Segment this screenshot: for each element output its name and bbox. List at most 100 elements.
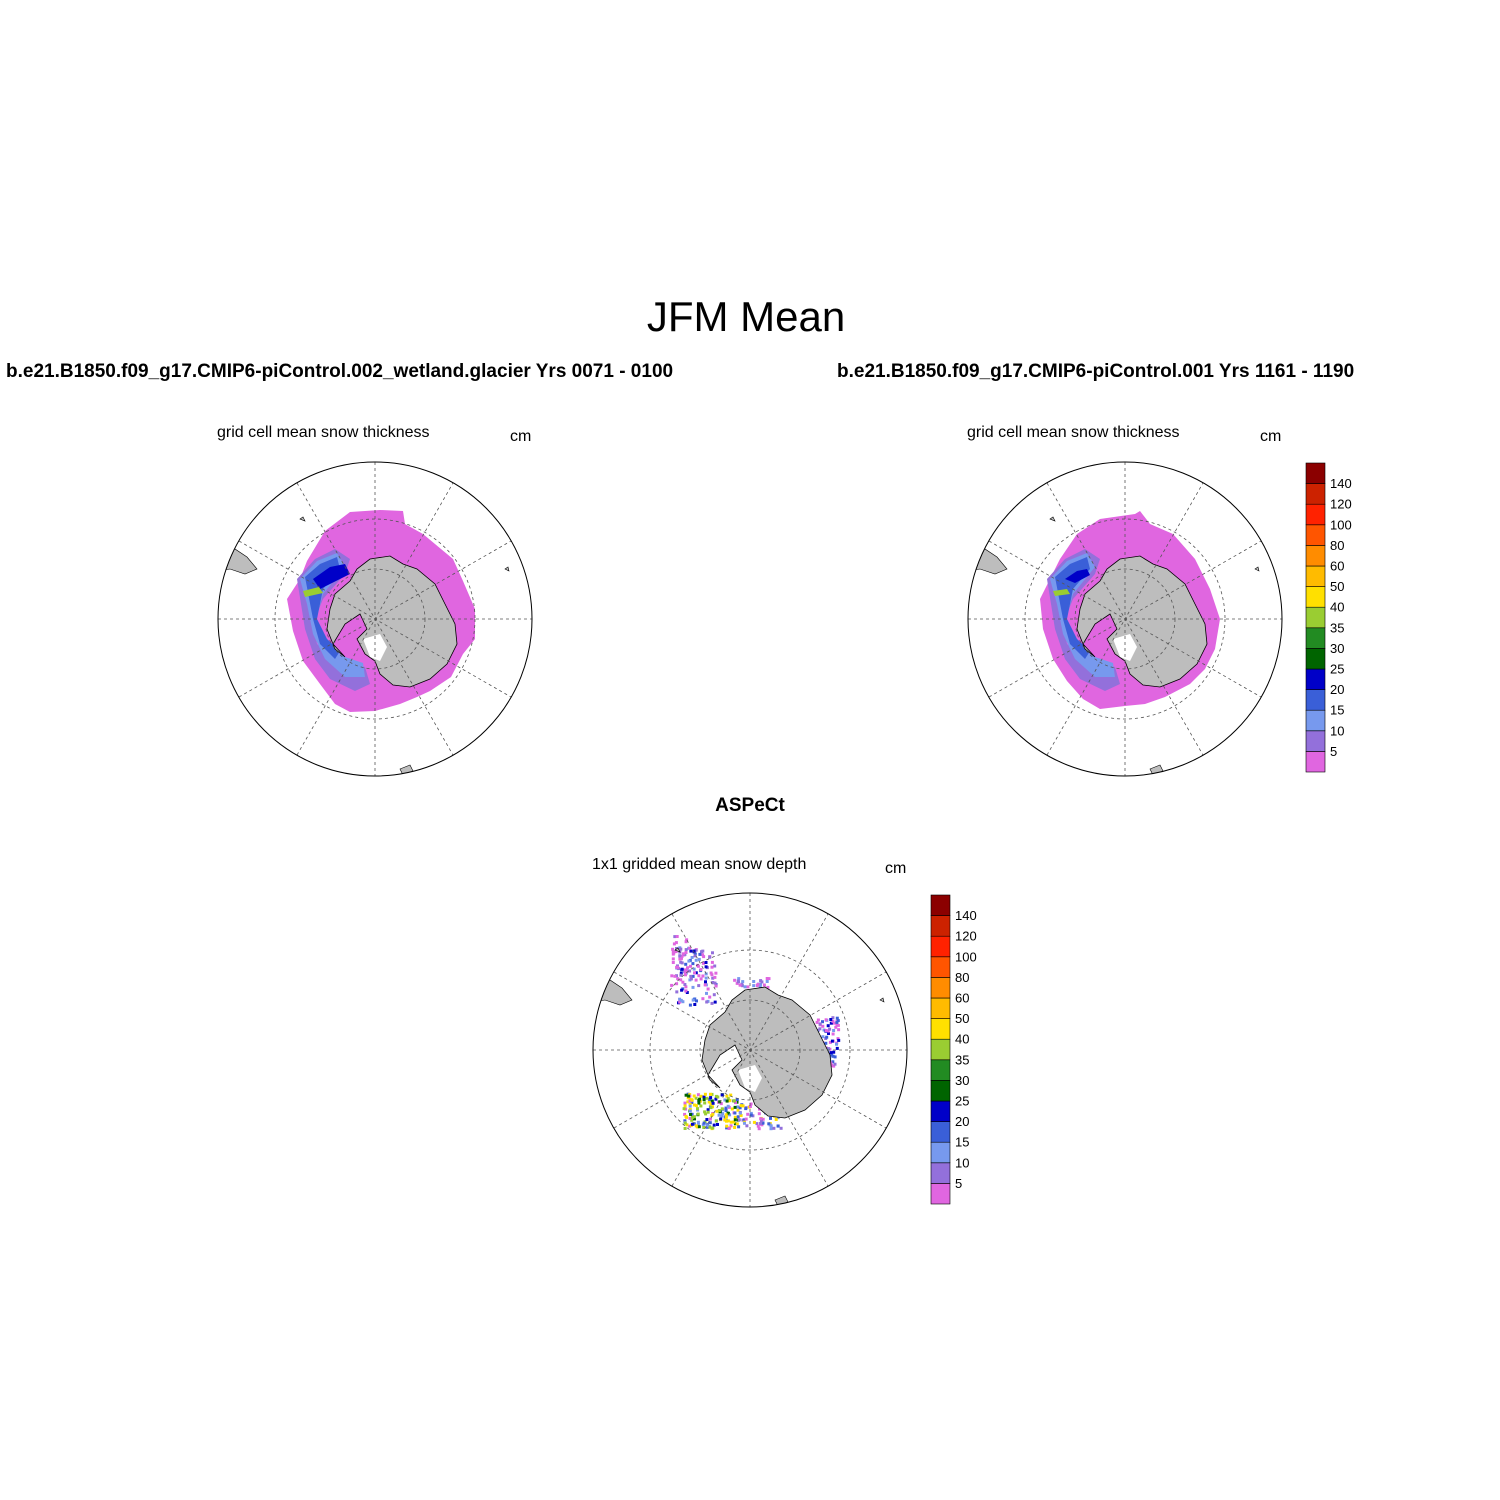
snow-field-40 — [303, 587, 323, 597]
island-2 — [299, 516, 306, 522]
obs-grid-cell — [733, 1115, 737, 1119]
obs-grid-cell — [702, 1095, 706, 1099]
snow-field-25 — [1065, 569, 1090, 583]
obs-grid-cell — [680, 988, 684, 992]
ross-ice-shelf — [738, 1065, 762, 1092]
obs-grid-cell — [830, 1053, 834, 1057]
colorbar-upper: 5 10 15 20 25 30 35 40 50 60 80 100 120 140 — [1305, 462, 1352, 773]
colorbar-box — [930, 956, 951, 978]
colorbar-tick-label: 20 — [1330, 682, 1344, 697]
map-obs — [592, 892, 908, 1208]
obs-grid-cell — [824, 1018, 828, 1022]
colorbar-box — [1305, 586, 1326, 608]
obs-grid-cell — [694, 1104, 698, 1108]
obs-grid-cell — [711, 981, 715, 984]
obs-grid-cell — [708, 1117, 712, 1121]
obs-grid-cell — [725, 1126, 729, 1130]
obs-grid-cell — [673, 974, 677, 978]
obs-grid-cell — [832, 1050, 836, 1054]
obs-grid-cell — [827, 1032, 830, 1035]
obs-grid-cell — [719, 1102, 723, 1106]
obs-grid-cell — [684, 985, 688, 989]
obs-grid-cell — [779, 1126, 783, 1130]
obs-grid-cell — [740, 982, 744, 986]
colorbar-tick-label: 80 — [1330, 538, 1344, 553]
obs-grid-cell — [713, 964, 717, 968]
obs-grid-cell — [738, 1106, 742, 1110]
obs-grid-cell — [712, 1123, 716, 1127]
colorbar-tick-label: 40 — [955, 1032, 969, 1047]
obs-grid-cell — [693, 954, 697, 958]
obs-grid-cell — [712, 993, 716, 997]
obs-grid-cell — [706, 1108, 710, 1112]
obs-grid-cell — [684, 973, 687, 977]
colorbar-box — [930, 1018, 951, 1040]
colorbar-box — [930, 1080, 951, 1102]
obs-grid-cell — [688, 1109, 692, 1113]
obs-grid-cell — [749, 1111, 753, 1115]
obs-grid-cell — [683, 968, 687, 972]
obs-grid-cell — [724, 1109, 728, 1113]
figure-title: JFM Mean — [646, 293, 846, 340]
obs-grid-cell — [690, 1118, 694, 1122]
obs-grid-cell — [684, 940, 688, 944]
obs-grid-cell — [737, 1125, 741, 1129]
snow-field-25 — [313, 564, 350, 589]
obs-grid-cell — [720, 1093, 724, 1097]
obs-grid-cell — [828, 1027, 832, 1031]
obs-grid-cell — [821, 1024, 825, 1028]
obs-grid-cell — [698, 1097, 702, 1101]
obs-grid-cell — [690, 1101, 694, 1104]
colorbar-tick-label: 100 — [1330, 517, 1352, 532]
obs-grid-cell — [759, 1119, 763, 1123]
obs-grid-cell — [701, 961, 705, 965]
obs-title: ASPeCt — [715, 795, 785, 816]
obs-grid-cell — [708, 1125, 712, 1129]
obs-grid-cell — [689, 949, 693, 953]
obs-grid-cell — [701, 997, 705, 1001]
island-3 — [1254, 566, 1260, 572]
obs-grid-cell — [707, 1100, 711, 1104]
island-2 — [1049, 516, 1056, 522]
obs-grid-cell — [749, 1113, 753, 1117]
obs-grid-cell — [837, 1028, 841, 1032]
obs-grid-cell — [704, 961, 708, 964]
obs-grid-cell — [835, 1042, 838, 1046]
obs-grid-cell — [688, 1108, 692, 1111]
obs-grid-cell — [737, 977, 741, 981]
obs-grid-cell — [720, 1107, 724, 1111]
colorbar-box — [1305, 689, 1326, 711]
obs-grid-cell — [696, 1107, 699, 1111]
obs-grid-cell — [686, 966, 689, 970]
colorbar-tick-label: 30 — [955, 1073, 969, 1088]
obs-grid-cell — [692, 1094, 696, 1098]
obs-grid-cell — [752, 984, 756, 988]
obs-grid-cell — [744, 1117, 748, 1121]
obs-grid-cell — [675, 990, 679, 994]
obs-grid-cell — [824, 1041, 828, 1045]
obs-grid-cell — [690, 1112, 694, 1116]
obs-grid-cell — [837, 1038, 841, 1042]
obs-grid-cell — [697, 974, 701, 978]
obs-grid-cell — [696, 1120, 700, 1124]
obs-grid-cell — [745, 1124, 749, 1128]
obs-grid-cell — [710, 1001, 714, 1005]
obs-grid-cell — [726, 1104, 730, 1108]
obs-grid-cell — [687, 959, 691, 963]
obs-grid-cell — [696, 1123, 700, 1127]
obs-units: cm — [885, 860, 907, 877]
obs-grid-cell — [774, 1118, 778, 1121]
panel-2-run-title: b.e21.B1850.f09_g17.CMIP6-piControl.001 … — [837, 361, 1355, 382]
obs-grid-cell — [836, 1019, 840, 1023]
obs-grid-cell — [739, 1104, 743, 1108]
obs-grid-cell — [728, 1113, 732, 1117]
obs-grid-cell — [692, 949, 696, 953]
obs-grid-cell — [721, 1112, 725, 1116]
obs-grid-cell — [697, 1101, 701, 1105]
obs-grid-cell — [835, 1020, 839, 1024]
obs-grid-cell — [831, 1060, 835, 1064]
obs-grid-cell — [735, 1098, 739, 1101]
obs-grid-cell — [709, 1106, 713, 1110]
obs-grid-cell — [684, 948, 688, 952]
obs-grid-cell — [692, 967, 696, 971]
